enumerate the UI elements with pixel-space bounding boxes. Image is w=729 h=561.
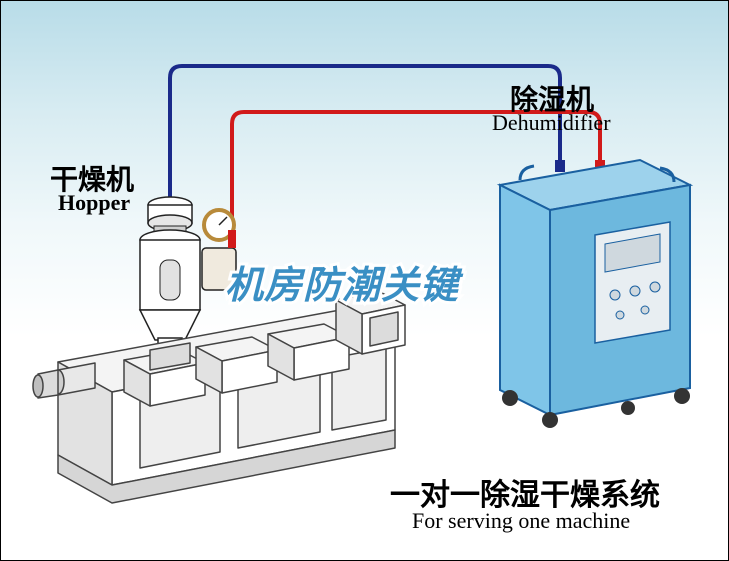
caster-icon [621,401,635,415]
blue-port [555,160,565,172]
handle-icon [520,166,534,180]
system-label-en: For serving one machine [412,508,630,534]
watermark-text: 机房防潮关键 [225,254,459,309]
caster-icon [502,390,518,406]
dehumidifier-unit [500,160,690,428]
hopper-unit [140,197,236,352]
dehumidifier-label-en: Dehumidifier [492,110,611,136]
caster-icon [674,388,690,404]
hopper-label-en: Hopper [58,190,130,216]
caster-icon [542,412,558,428]
extruder-machine [33,292,405,503]
